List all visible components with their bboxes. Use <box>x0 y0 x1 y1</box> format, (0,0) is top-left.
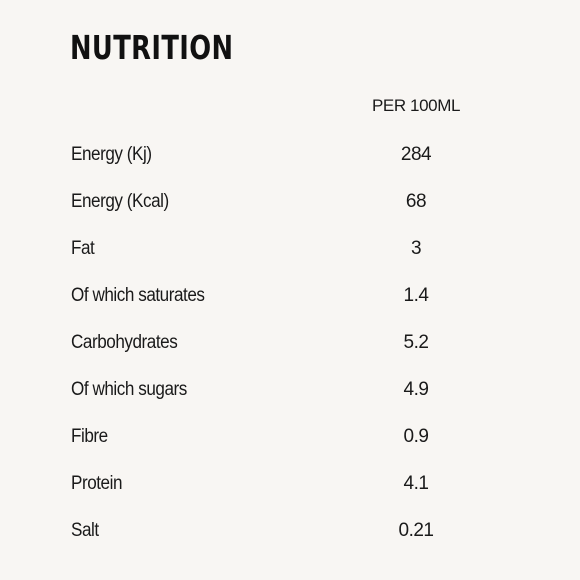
nutrition-row-energy-kj: Energy (Kj) 284 <box>0 140 580 187</box>
nutrient-label: Fat <box>71 238 95 259</box>
nutrient-value: 4.1 <box>403 473 429 494</box>
nutrition-table: Energy (Kj) 284 Energy (Kcal) 68 Fat 3 O… <box>0 140 580 563</box>
nutrient-label: Of which sugars <box>71 379 187 400</box>
nutrition-row-energy-kcal: Energy (Kcal) 68 <box>0 187 580 234</box>
nutrient-value: 284 <box>400 144 432 165</box>
nutrient-label: Of which saturates <box>71 285 205 306</box>
nutrient-value: 3 <box>410 238 422 259</box>
nutrient-label: Protein <box>71 473 123 494</box>
nutrient-value: 0.21 <box>398 520 434 541</box>
nutrition-row-carbohydrates: Carbohydrates 5.2 <box>0 328 580 375</box>
nutrition-row-fat: Fat 3 <box>0 234 580 281</box>
nutrient-value: 5.2 <box>403 332 429 353</box>
nutrition-row-saturates: Of which saturates 1.4 <box>0 281 580 328</box>
nutrient-value: 0.9 <box>403 426 429 447</box>
nutrition-title: NUTRITION <box>70 28 234 67</box>
nutrient-label: Salt <box>71 520 99 541</box>
nutrition-row-fibre: Fibre 0.9 <box>0 422 580 469</box>
nutrient-value: 68 <box>405 191 427 212</box>
nutrient-label: Fibre <box>71 426 108 447</box>
per-100ml-column-header: PER 100ML <box>371 96 461 115</box>
nutrition-row-protein: Protein 4.1 <box>0 469 580 516</box>
nutrient-label: Carbohydrates <box>71 332 178 353</box>
nutrition-row-salt: Salt 0.21 <box>0 516 580 563</box>
nutrient-value: 4.9 <box>403 379 429 400</box>
nutrient-label: Energy (Kj) <box>71 144 152 165</box>
nutrient-label: Energy (Kcal) <box>71 191 169 212</box>
nutrition-row-sugars: Of which sugars 4.9 <box>0 375 580 422</box>
nutrient-value: 1.4 <box>403 285 429 306</box>
